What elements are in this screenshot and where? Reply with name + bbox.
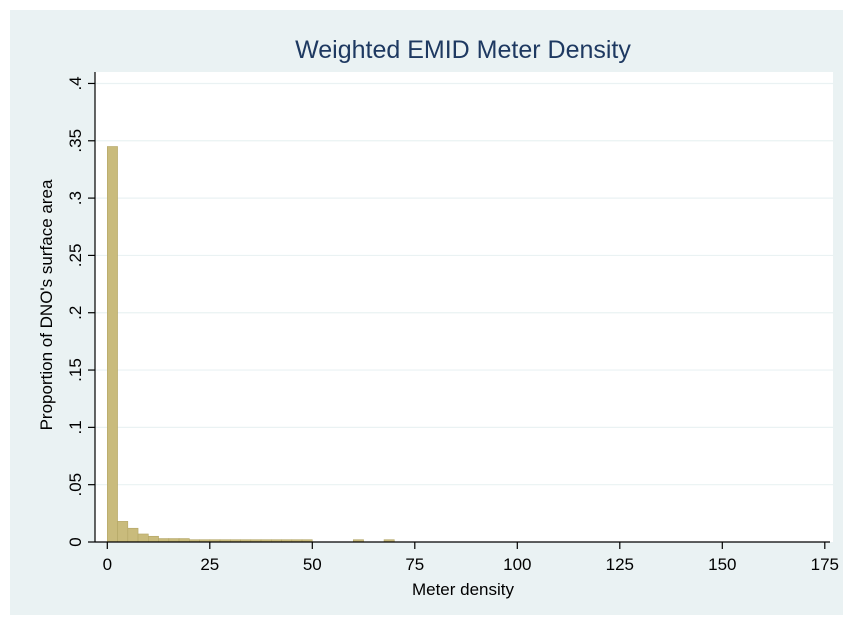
histogram-bar-3 xyxy=(137,533,149,543)
x-tick-label-4: 100 xyxy=(503,555,531,574)
histogram-bar-0 xyxy=(107,146,118,543)
y-tick-label-8: .4 xyxy=(66,76,85,90)
histogram-bar-1 xyxy=(117,521,129,543)
y-tick-label-3: .15 xyxy=(66,358,85,382)
chart-title: Weighted EMID Meter Density xyxy=(295,36,631,64)
x-tick-label-7: 175 xyxy=(811,555,839,574)
x-tick-label-2: 50 xyxy=(303,555,322,574)
x-tick-label-0: 0 xyxy=(103,555,112,574)
histogram-bar-4 xyxy=(148,535,159,543)
x-tick-label-1: 25 xyxy=(200,555,219,574)
plot-area xyxy=(95,72,833,542)
y-tick-label-5: .25 xyxy=(66,244,85,268)
y-tick-label-2: .1 xyxy=(66,420,85,434)
x-tick-label-3: 75 xyxy=(405,555,424,574)
y-axis-label: Proportion of DNO's surface area xyxy=(37,179,56,430)
y-tick-label-6: .3 xyxy=(66,191,85,205)
y-tick-label-4: .2 xyxy=(66,306,85,320)
histogram-bar-2 xyxy=(127,527,139,543)
x-axis-label: Meter density xyxy=(412,580,515,599)
tick-labels: 0 25 50 75 100 125 150 175 0 .05 .1 .15 .2 .25 .3 .35 .4 xyxy=(66,76,839,574)
y-tick-label-1: .05 xyxy=(66,473,85,497)
y-tick-label-7: .35 xyxy=(66,129,85,153)
y-tick-label-0: 0 xyxy=(66,537,85,546)
grid-lines xyxy=(95,82,833,486)
axes xyxy=(88,72,830,549)
x-tick-label-6: 150 xyxy=(708,555,736,574)
x-tick-label-5: 125 xyxy=(606,555,634,574)
